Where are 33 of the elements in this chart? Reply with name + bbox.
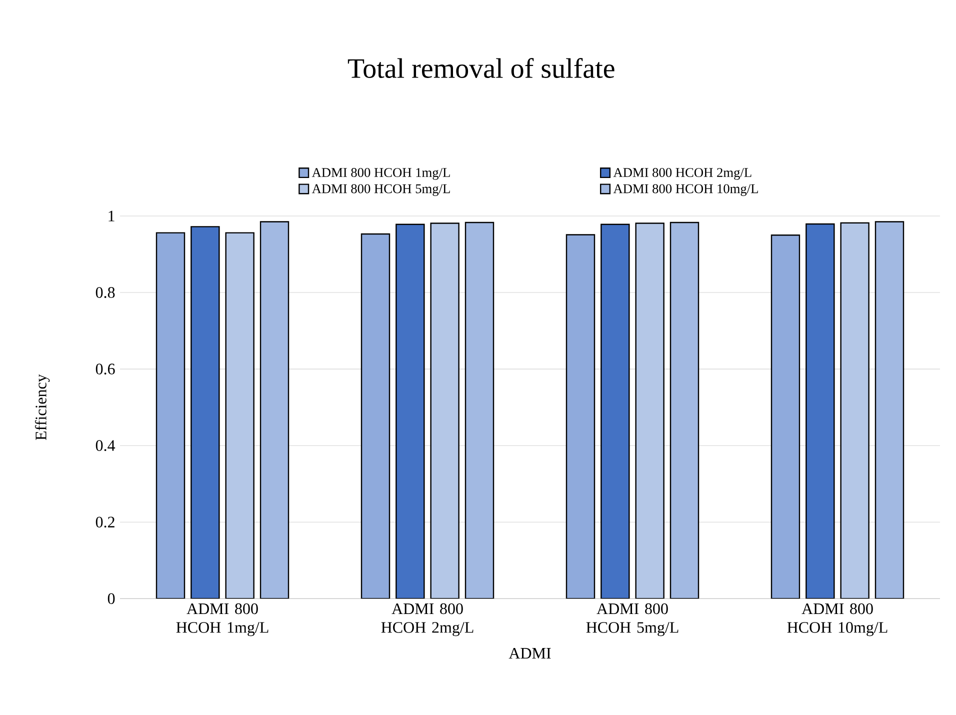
legend-label: ADMI 800 HCOH 2mg/L [613, 168, 752, 180]
bar [874, 221, 904, 599]
x-tick-label: ADMI 800 HCOH 10mg/L [787, 604, 888, 636]
legend-label: ADMI 800 HCOH 10mg/L [613, 184, 758, 196]
y-tick-label: 0 [108, 593, 115, 604]
bar [225, 232, 254, 599]
bar [396, 224, 425, 599]
y-tick-label: 0.8 [96, 287, 115, 298]
bar [566, 234, 596, 599]
bar [360, 234, 390, 599]
bar [464, 222, 494, 599]
bar [770, 234, 800, 599]
y-tick-label: 0.4 [96, 440, 116, 452]
x-tick-label: ADMI 800 HCOH 2mg/L [381, 604, 474, 636]
bar [670, 222, 700, 599]
bar [190, 226, 220, 599]
bar [806, 224, 835, 599]
chart-title: Total removal of sulfate [348, 58, 614, 78]
bar [635, 222, 664, 599]
y-tick-label: 1 [108, 210, 114, 222]
y-axis-title: Efficiency [34, 374, 50, 440]
bar [156, 232, 186, 599]
y-tick-label: 0.2 [96, 516, 114, 528]
legend-label: ADMI 800 HCOH 1mg/L [312, 168, 450, 180]
y-tick-label: 0.6 [96, 364, 115, 375]
bar [840, 222, 870, 599]
bar [430, 222, 460, 599]
legend-label: ADMI 800 HCOH 5mg/L [312, 184, 450, 196]
x-tick-label: ADMI 800 HCOH 5mg/L [586, 604, 678, 636]
x-tick-label: ADMI 800 HCOH 1mg/L [176, 604, 268, 636]
bar [260, 221, 290, 599]
x-axis-title: ADMI [508, 648, 551, 659]
bar [600, 224, 630, 599]
